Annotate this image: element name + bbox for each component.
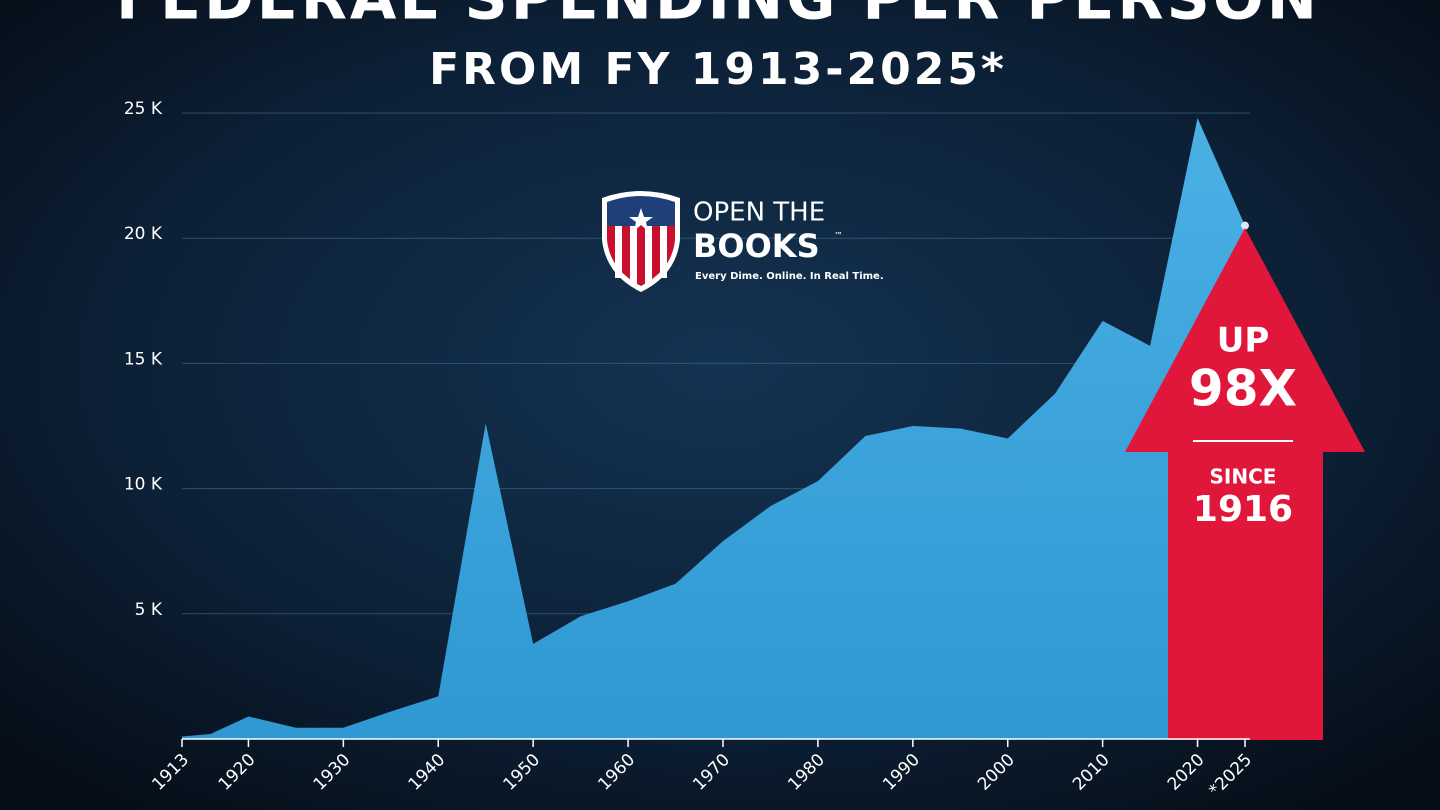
logo-stripe — [630, 226, 637, 286]
y-tick-label: 5 K — [135, 600, 163, 620]
y-tick-label: 15 K — [124, 349, 163, 369]
logo-text: OPEN THE — [693, 198, 825, 228]
annotation-text: UP — [1217, 321, 1270, 361]
logo-mark: ™ — [834, 232, 843, 242]
end-point — [1241, 221, 1249, 230]
y-tick-label: 20 K — [124, 224, 163, 244]
logo-tagline: Every Dime. Online. In Real Time. — [695, 271, 884, 282]
area — [182, 118, 1245, 740]
chart-subtitle: FROM FY 1913-2025* — [429, 44, 1007, 95]
y-tick-label: 25 K — [124, 99, 163, 119]
annotation-text: 98X — [1189, 360, 1297, 418]
annotation-text: SINCE — [1210, 465, 1277, 489]
logo-stripe — [645, 226, 652, 286]
logo-stripes — [607, 226, 675, 286]
arrow-shape — [1125, 228, 1365, 740]
logo-stripe — [615, 226, 622, 278]
logo-text: BOOKS — [693, 227, 820, 265]
chart-title: FEDERAL SPENDING PER PERSON — [116, 0, 1320, 34]
logo: OPEN THE BOOKS ™ Every Dime. Online. In … — [602, 191, 884, 292]
annotation-arrow: UP 98X SINCE 1916 — [1125, 228, 1365, 740]
plot — [182, 118, 1249, 740]
logo-star — [629, 208, 653, 231]
annotation-text: 1916 — [1193, 489, 1293, 530]
logo-stripe — [660, 226, 667, 278]
y-tick-label: 10 K — [124, 475, 163, 495]
